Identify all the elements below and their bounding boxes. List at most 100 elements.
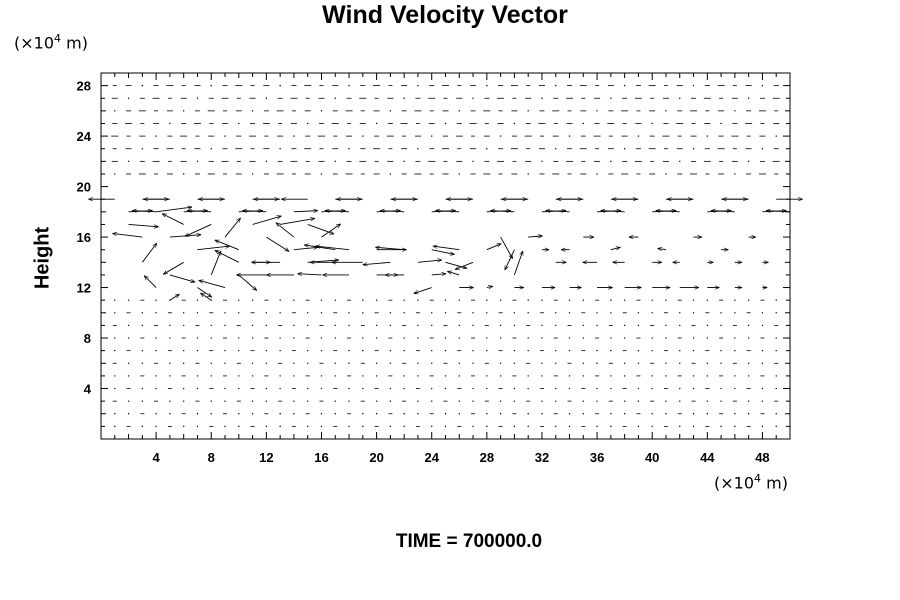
field-mark [141,312,144,314]
wind-vector [144,276,157,288]
y-tick-label: 4 [84,382,92,397]
field-mark [637,324,640,327]
field-mark [279,349,281,352]
field-mark [210,148,212,150]
field-mark [775,425,777,428]
field-mark [499,413,502,415]
field-mark [623,84,626,87]
wind-vector [276,223,295,238]
field-mark [706,324,709,327]
field-mark [238,387,240,390]
wind-vector [163,261,184,274]
field-mark [499,135,502,137]
field-mark [665,413,667,415]
field-mark [389,110,392,112]
field-mark [541,413,543,415]
field-mark [320,173,323,175]
wind-vector [445,261,468,268]
field-mark [527,425,529,428]
field-mark [582,122,584,125]
field-mark [307,362,309,364]
field-mark [238,337,240,339]
field-mark [486,387,488,390]
field-mark [293,413,295,415]
wind-vector [293,247,318,251]
field-mark [472,324,474,327]
field-mark [224,362,226,364]
jet-vector [656,211,680,212]
field-mark [623,324,626,327]
field-mark [444,312,447,314]
field-mark [141,324,144,327]
field-mark [582,324,584,327]
field-mark [307,312,309,314]
field-mark [486,84,488,87]
field-mark [141,387,144,390]
field-mark [513,312,516,314]
field-mark [637,135,640,137]
field-mark [472,97,474,99]
field-mark [555,362,557,364]
y-tick-label: 28 [77,79,91,94]
field-mark [334,413,336,415]
field-mark [279,387,281,390]
field-mark [720,312,722,314]
field-mark [293,324,295,327]
wind-vector [297,274,322,275]
field-mark [706,400,709,402]
field-mark [623,148,626,150]
field-mark [251,413,254,415]
field-mark [472,425,474,428]
wind-vector [215,239,239,251]
field-mark [775,413,777,415]
field-mark [651,337,653,339]
field-mark [141,84,144,87]
y-tick-label: 16 [77,230,91,245]
vector-layer [88,199,803,301]
field-mark [679,387,681,390]
field-mark [334,160,336,163]
wind-vector [486,243,501,251]
field-mark [692,375,695,377]
field-mark [251,337,254,339]
field-mark [761,312,764,314]
field-mark [651,387,653,390]
field-mark [623,375,626,377]
background-field [111,84,780,428]
field-mark [486,349,488,352]
y-unit-prefix: (×10 [14,33,55,53]
field-mark [444,425,447,428]
field-mark [320,299,323,301]
wind-vector [169,274,195,282]
field-mark [196,349,199,352]
wind-vector [210,251,222,276]
field-mark [293,299,295,301]
field-mark [403,425,405,428]
field-mark [555,425,557,428]
wind-vector [280,218,315,225]
field-mark [747,400,750,402]
field-mark [596,400,598,402]
wind-vector [224,218,241,238]
field-mark [196,337,199,339]
x-tick-label: 36 [590,450,604,465]
field-mark [431,135,433,137]
field-mark [238,349,240,352]
field-mark [210,337,212,339]
field-mark [114,337,116,339]
field-mark [513,362,516,364]
field-mark [265,387,268,390]
field-mark [499,324,502,327]
x-tick-label: 48 [755,450,769,465]
field-mark [568,425,571,428]
field-mark [651,349,653,352]
field-mark [403,97,405,99]
field-mark [651,413,653,415]
field-mark [692,84,695,87]
field-mark [761,324,764,327]
field-mark [417,375,419,377]
field-mark [541,299,543,301]
field-mark [265,160,268,163]
field-mark [431,387,433,390]
field-mark [499,337,502,339]
